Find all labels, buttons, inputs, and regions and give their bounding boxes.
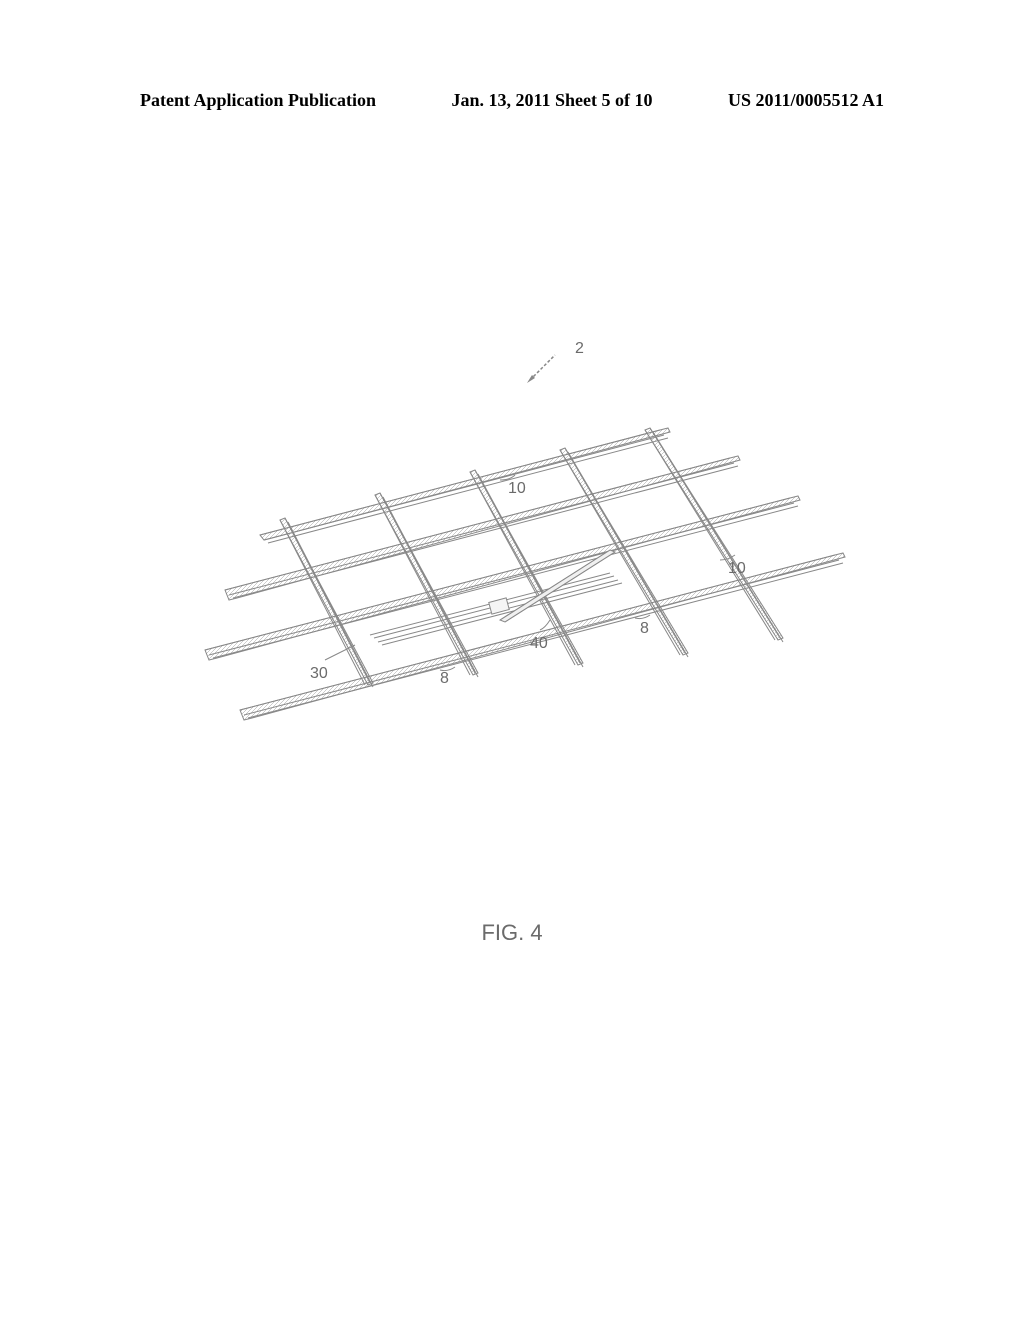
header-publication-number: US 2011/0005512 A1 [728,90,884,111]
header-publication-type: Patent Application Publication [140,90,376,111]
reference-number-10-b: 10 [728,560,746,578]
page-header: Patent Application Publication Jan. 13, … [0,90,1024,111]
reference-arrow-2 [525,345,565,385]
reference-number-40: 40 [530,635,548,653]
figure-caption: FIG. 4 [0,920,1024,946]
reference-number-30: 30 [310,665,328,683]
reference-number-2: 2 [575,340,584,358]
header-date-sheet: Jan. 13, 2011 Sheet 5 of 10 [451,90,652,111]
patent-figure [180,380,850,750]
reference-number-8-b: 8 [440,670,449,688]
isometric-grid-drawing [180,380,850,750]
reference-number-8-a: 8 [640,620,649,638]
reference-number-10-a: 10 [508,480,526,498]
